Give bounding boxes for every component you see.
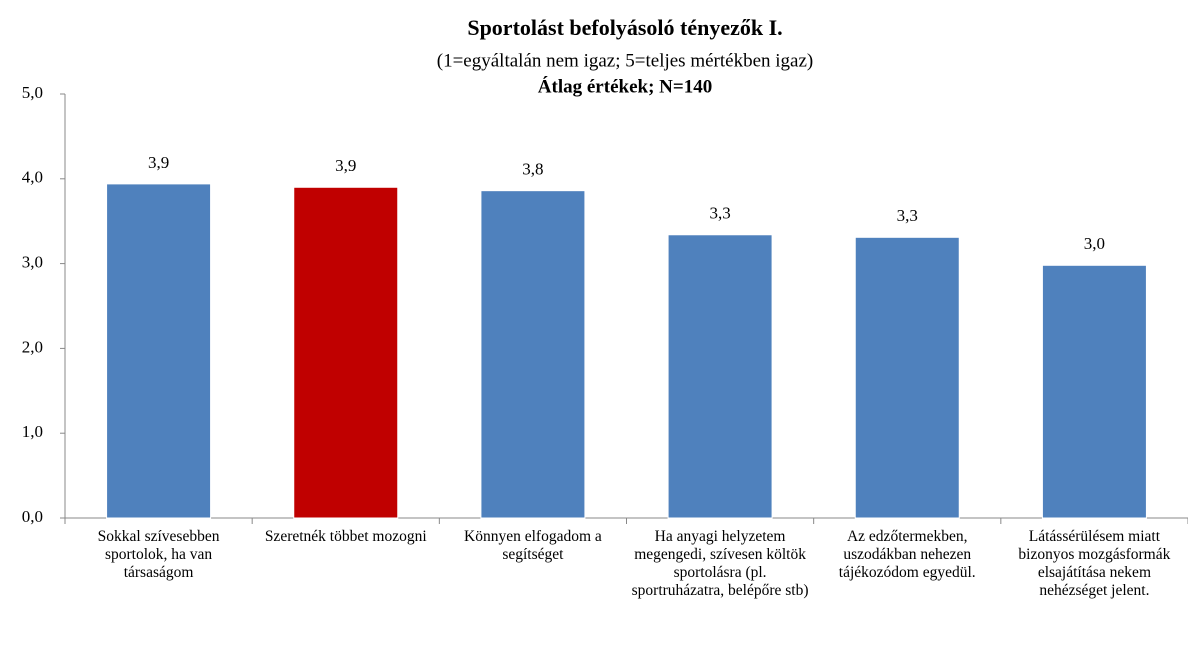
x-tick-label: Látássérülésem miatt bizonyos mozgásform… — [1018, 528, 1171, 599]
bar — [293, 186, 399, 519]
y-tick-label: 5,0 — [22, 83, 43, 102]
bar — [854, 236, 960, 519]
value-label: 3,0 — [1084, 234, 1105, 253]
bar — [480, 190, 586, 519]
chart-title: Sportolást befolyásoló tényezők I. — [467, 15, 782, 40]
y-tick-label: 1,0 — [22, 422, 43, 441]
x-tick-label: Az edzőtermekben, uszodákban nehezen táj… — [838, 528, 976, 581]
value-label: 3,9 — [148, 153, 169, 172]
x-tick-label: Könnyen elfogadom a segítséget — [464, 528, 602, 563]
y-tick-label: 3,0 — [22, 253, 43, 272]
value-label: 3,9 — [335, 156, 356, 175]
x-tick-label: Szeretnék többet mozogni — [264, 528, 427, 545]
y-tick-label: 2,0 — [22, 337, 43, 356]
value-label: 3,3 — [897, 206, 918, 225]
x-tick-label: Ha anyagi helyzetem megengedi, szívesen … — [631, 528, 809, 599]
x-tick-label: Sokkal szívesebben sportolok, ha van tár… — [97, 528, 220, 581]
bar — [1041, 264, 1147, 519]
value-label: 3,3 — [709, 204, 730, 223]
y-tick-label: 0,0 — [22, 507, 43, 526]
value-label: 3,8 — [522, 160, 543, 179]
bar — [667, 234, 773, 519]
chart-subtitle: (1=egyáltalán nem igaz; 5=teljes mértékb… — [437, 50, 813, 71]
bar — [106, 183, 212, 519]
y-tick-label: 4,0 — [22, 168, 43, 187]
chart-subtitle: Átlag értékek; N=140 — [538, 75, 712, 97]
